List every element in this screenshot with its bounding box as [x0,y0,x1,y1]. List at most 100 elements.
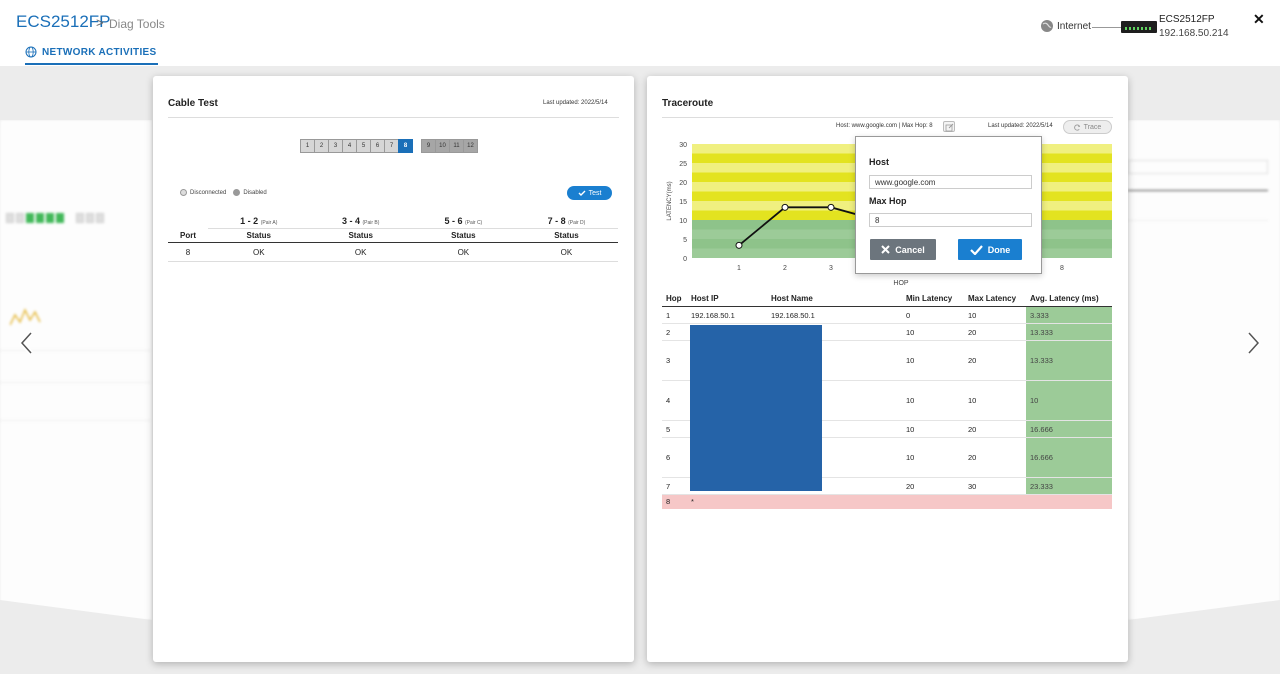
trace-settings-popup: Host Max Hop Cancel Done [855,136,1042,274]
pair-a-header: 1 - 2 (Pair A) [208,214,310,229]
hop-cell: 3 [662,340,687,381]
cell [1026,494,1112,509]
done-button[interactable]: Done [958,239,1022,260]
internet-globe-icon [1041,20,1053,32]
port-button-11[interactable]: 11 [449,139,464,153]
max-latency-cell: 20 [964,340,1026,381]
cell [767,494,902,509]
check-icon [969,244,983,255]
port-button-9[interactable]: 9 [421,139,436,153]
pair-sub: (Pair C) [465,220,483,226]
hop-cell: 1 [662,306,687,324]
column-header: Host Name [767,291,902,307]
internet-status: Internet [1040,19,1091,33]
latency-point [827,203,835,211]
pair-label: 3 - 4 [341,216,360,226]
latency-point [735,241,743,249]
status-column-header: Status [514,228,618,243]
edit-icon[interactable] [943,121,955,132]
port-button-5[interactable]: 5 [356,139,371,153]
status-cell: OK [208,242,310,262]
device-ip: 192.168.50.214 [1159,28,1229,39]
y-tick-label: 25 [679,161,687,168]
max-latency-cell: 20 [964,323,1026,341]
trace-button-label: Trace [1083,123,1102,131]
y-tick-label: 5 [683,237,687,244]
host-ip-cell: 192.168.50.1 [687,306,767,324]
column-header: Min Latency [902,291,964,307]
min-latency-cell: 10 [902,323,964,341]
pair-sub: (Pair A) [260,220,278,226]
x-tick-label: 1 [737,265,741,272]
cancel-button[interactable]: Cancel [870,239,936,260]
host-info: Host: www.google.com [836,123,898,129]
divider [662,117,1113,118]
maxhop-input[interactable] [869,213,1032,227]
maxhop-info: Max Hop: 8 [901,123,933,129]
trace-host-info: Host: www.google.com | Max Hop: 8 [836,123,933,129]
hop-cell: 4 [662,380,687,421]
error-row: 8 * [662,494,1112,509]
cell [964,494,1026,509]
last-updated: Last updated: 2022/5/14 [988,123,1053,129]
test-button[interactable]: Test [567,186,612,200]
tab-network-activities[interactable]: NETWORK ACTIVITIES [25,40,159,65]
port-button-1[interactable]: 1 [300,139,315,153]
legend: Disconnected Disabled [180,189,267,196]
card-title: Traceroute [662,98,714,109]
prev-arrow-icon[interactable] [17,330,37,356]
trace-button[interactable]: Trace [1063,120,1112,134]
y-tick-label: 30 [679,142,687,149]
column-header: Host IP [687,291,767,307]
avg-latency-cell: 10 [1026,380,1112,421]
y-tick-label: 15 [679,199,687,206]
port-selector: 1 2 3 4 5 6 7 8 9 10 11 12 [300,139,478,153]
y-tick-label: 10 [679,218,687,225]
card-title: Cable Test [168,98,218,109]
pair-b-header: 3 - 4 (Pair B) [310,214,412,229]
brand-title[interactable]: ECS2512FP [16,12,111,31]
breadcrumb-separator: > [96,15,104,30]
min-latency-cell: 10 [902,340,964,381]
legend-disconnected-label: Disconnected [190,190,227,197]
hop-cell: 2 [662,323,687,341]
min-latency-cell: 10 [902,380,964,421]
pair-label: 1 - 2 [240,216,259,226]
port-button-10[interactable]: 10 [435,139,450,153]
avg-latency-cell: 16.666 [1026,420,1112,438]
port-button-3[interactable]: 3 [328,139,343,153]
done-label: Done [987,244,1011,255]
status-column-header: Status [411,228,515,243]
cell [902,494,964,509]
column-header: Hop [662,291,687,307]
globe-icon [25,46,37,58]
table-row: 1 192.168.50.1 192.168.50.1 0 10 3.333 [662,306,1112,324]
redacted-region [690,325,822,491]
port-button-6[interactable]: 6 [370,139,385,153]
pair-label: 5 - 6 [444,216,463,226]
next-arrow-icon[interactable] [1243,330,1263,356]
port-button-7[interactable]: 7 [384,139,399,153]
hop-cell: 5 [662,420,687,438]
port-button-4[interactable]: 4 [342,139,357,153]
pair-c-header: 5 - 6 (Pair C) [412,214,515,229]
avg-latency-cell: 16.666 [1026,437,1112,478]
port-column-header: Port [168,228,208,243]
status-column-header: Status [208,228,310,243]
hop-cell: 6 [662,437,687,478]
port-button-12[interactable]: 12 [463,139,478,153]
refresh-icon [1073,124,1080,131]
host-input[interactable] [869,175,1032,189]
min-latency-cell: 10 [902,420,964,438]
port-button-2[interactable]: 2 [314,139,329,153]
close-icon[interactable]: ✕ [1253,11,1265,27]
port-gap [412,139,421,153]
latency-point [781,203,789,211]
disconnected-dot-icon [180,189,187,196]
avg-latency-cell: 3.333 [1026,306,1112,324]
avg-latency-cell: 23.333 [1026,477,1112,495]
divider [168,117,619,118]
cancel-label: Cancel [895,244,925,255]
port-button-8[interactable]: 8 [398,139,413,153]
